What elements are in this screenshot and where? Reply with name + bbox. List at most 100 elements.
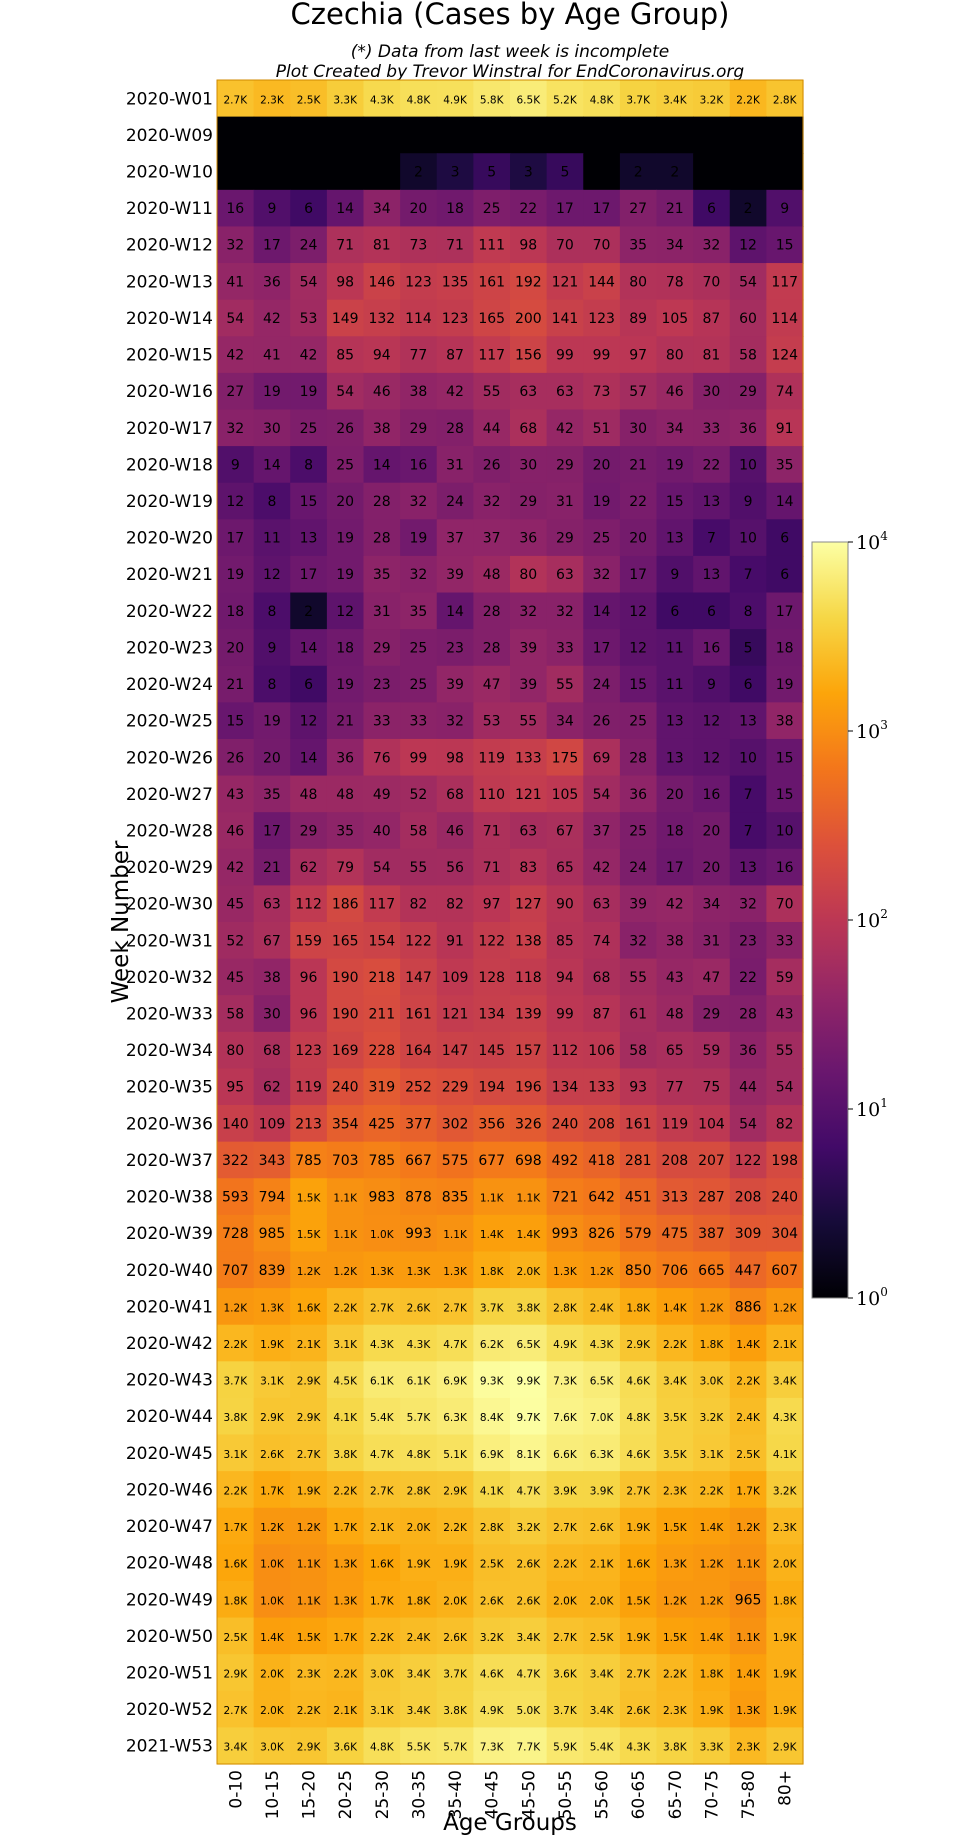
cell-value-label: 1.1K xyxy=(297,1559,322,1571)
x-tick-label: 45-50 xyxy=(519,1770,539,1819)
y-tick-label: 2020-W52 xyxy=(126,1700,213,1720)
heatmap-cell xyxy=(546,1178,584,1216)
cell-value-label: 12 xyxy=(703,714,721,730)
heatmap-cell xyxy=(436,1361,474,1399)
heatmap-cell xyxy=(473,1397,511,1436)
cell-value-label: 1.3K xyxy=(370,1266,395,1278)
heatmap-cell xyxy=(693,665,731,703)
cell-value-label: 32 xyxy=(410,494,428,510)
cell-value-label: 186 xyxy=(332,897,359,913)
cell-value-label: 4.1K xyxy=(333,1412,358,1424)
heatmap-cell xyxy=(253,446,291,484)
heatmap-cell xyxy=(583,1214,621,1253)
heatmap-cell xyxy=(693,1288,731,1326)
heatmap-cell xyxy=(473,409,511,447)
chart-subtitle-incomplete-note: (*) Data from last week is incomplete xyxy=(351,42,670,62)
cell-value-label: 81 xyxy=(373,238,391,254)
heatmap-cell xyxy=(217,1507,255,1545)
heatmap-cell xyxy=(436,1727,474,1765)
heatmap-cell xyxy=(510,153,548,191)
heatmap-cell xyxy=(326,1507,365,1545)
heatmap-cell xyxy=(766,482,804,520)
heatmap-cell xyxy=(766,1178,804,1216)
heatmap-cell xyxy=(363,1031,401,1070)
cell-value-label: 343 xyxy=(259,1153,286,1169)
heatmap-cell xyxy=(290,1434,328,1472)
heatmap-cell xyxy=(729,1654,767,1692)
heatmap-cell xyxy=(729,885,767,923)
cell-value-label: 2.2K xyxy=(333,1302,358,1314)
heatmap-cell xyxy=(363,1580,401,1619)
heatmap-cell xyxy=(693,372,731,411)
cell-value-label: 145 xyxy=(478,1043,505,1059)
y-tick-label: 2020-W37 xyxy=(126,1151,213,1171)
cell-value-label: 5.4K xyxy=(590,1742,615,1754)
heatmap-cell xyxy=(510,116,548,154)
heatmap-cell xyxy=(693,1031,731,1070)
cell-value-label: 2.9K xyxy=(297,1412,322,1424)
heatmap-cell xyxy=(583,482,621,520)
heatmap-cell xyxy=(217,1141,255,1179)
cell-value-label: 21 xyxy=(629,457,647,473)
heatmap-cell xyxy=(583,775,621,813)
heatmap-cell xyxy=(400,80,438,118)
heatmap-cell xyxy=(217,848,255,886)
cell-value-label: 1.2K xyxy=(590,1266,615,1278)
cell-value-label: 87 xyxy=(593,1007,611,1023)
y-tick-label: 2020-W46 xyxy=(126,1480,213,1500)
heatmap-cell xyxy=(510,446,548,484)
cell-value-label: 55 xyxy=(776,1043,794,1059)
cell-value-label: 2.7K xyxy=(553,1522,578,1534)
cell-value-label: 2.3K xyxy=(663,1705,688,1717)
colorbar-tick-label: 100 xyxy=(856,1285,888,1310)
heatmap-cell xyxy=(729,1690,767,1728)
cell-value-label: 14 xyxy=(776,494,794,510)
cell-value-label: 48 xyxy=(300,787,318,803)
heatmap-cell xyxy=(656,1105,694,1143)
cell-value-label: 322 xyxy=(222,1153,249,1169)
heatmap-cell xyxy=(253,555,291,594)
heatmap-cell xyxy=(656,409,694,447)
heatmap-cell xyxy=(290,1251,328,1289)
cell-value-label: 55 xyxy=(410,860,428,876)
heatmap-cell xyxy=(363,336,401,374)
cell-value-label: 42 xyxy=(263,311,281,327)
heatmap-cell xyxy=(326,409,365,447)
heatmap-cell xyxy=(766,446,804,484)
heatmap-cell xyxy=(217,555,255,594)
heatmap-cell xyxy=(326,958,365,996)
cell-value-label: 2.9K xyxy=(224,1668,249,1680)
cell-value-label: 1.5K xyxy=(297,1229,322,1241)
heatmap-cell xyxy=(619,995,658,1033)
heatmap-cell xyxy=(729,299,767,337)
heatmap-cell xyxy=(253,738,291,777)
heatmap-cell xyxy=(693,1397,731,1436)
cell-value-label: 55 xyxy=(556,677,574,693)
heatmap-cell xyxy=(583,1068,621,1106)
heatmap-cell xyxy=(473,775,511,813)
heatmap-cell xyxy=(510,1251,548,1289)
y-tick-label: 2020-W27 xyxy=(126,785,213,805)
heatmap-cell xyxy=(693,592,731,630)
cell-value-label: 3.5K xyxy=(663,1412,688,1424)
heatmap-cell xyxy=(546,958,584,996)
cell-value-label: 6 xyxy=(780,531,789,547)
heatmap-cell xyxy=(656,1471,694,1509)
cell-value-label: 165 xyxy=(478,311,505,327)
cell-value-label: 2.2K xyxy=(333,1485,358,1497)
heatmap-cell xyxy=(583,629,621,667)
heatmap-cell xyxy=(510,885,548,923)
x-tick-label: 80+ xyxy=(776,1770,796,1806)
cell-value-label: 23 xyxy=(446,640,464,656)
heatmap-cell xyxy=(253,80,291,118)
heatmap-cell xyxy=(619,1617,658,1655)
cell-value-label: 1.4K xyxy=(480,1229,505,1241)
heatmap-cell xyxy=(436,1544,474,1582)
heatmap-cell xyxy=(326,1141,365,1179)
heatmap-cell xyxy=(363,775,401,813)
heatmap-cell xyxy=(253,1397,291,1436)
cell-value-label: 8 xyxy=(267,677,276,693)
heatmap-cell xyxy=(510,1397,548,1436)
heatmap-cell xyxy=(436,299,474,337)
cell-value-label: 1.0K xyxy=(260,1559,285,1571)
